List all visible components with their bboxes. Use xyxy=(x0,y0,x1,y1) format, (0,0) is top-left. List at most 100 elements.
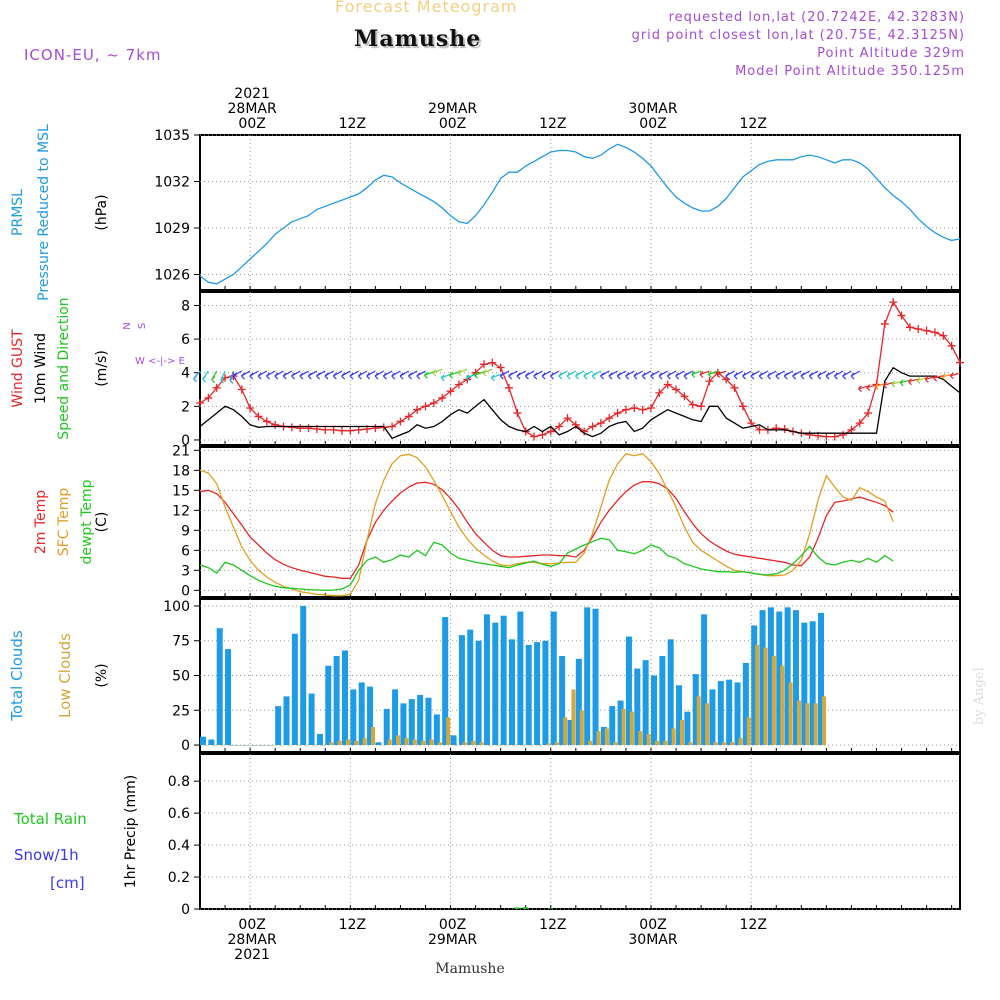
total-cloud-bar xyxy=(383,708,390,746)
temperature-y-tick-label: 18 xyxy=(172,463,190,479)
gust-marker xyxy=(822,432,831,441)
total-cloud-bar xyxy=(392,689,399,746)
low-cloud-bar xyxy=(245,745,250,746)
low-cloud-bar xyxy=(521,745,526,746)
pressure-y-tick-label: 1032 xyxy=(154,175,190,191)
wind-arrow-head xyxy=(707,371,712,378)
wind-direction-arrow xyxy=(449,371,460,376)
low-cloud-bar xyxy=(613,742,618,746)
pressure-y-tick-label: 1026 xyxy=(154,268,190,284)
total-cloud-bar xyxy=(308,693,315,746)
total-cloud-bar xyxy=(667,639,674,746)
wind-arrow-head xyxy=(866,384,871,391)
wind-arrow-head xyxy=(949,372,954,380)
wind-arrow-head xyxy=(633,372,638,380)
total-cloud-bar xyxy=(467,629,474,746)
wind-y-tick-label: 0 xyxy=(181,433,190,449)
wind-arrow-head xyxy=(591,372,596,380)
total-cloud-bar xyxy=(776,611,783,746)
location-title: Mamushe xyxy=(354,26,482,52)
wind-arrow-head xyxy=(332,372,337,380)
top-time-label: 00Z xyxy=(639,116,666,132)
gust-marker xyxy=(864,409,873,418)
total-cloud-bar xyxy=(734,682,741,746)
top-time-label: 29MAR xyxy=(428,101,477,117)
gust-marker xyxy=(588,422,597,431)
requested-coords: requested lon,lat (20.7242E, 42.3283N) xyxy=(668,10,965,25)
gust-marker xyxy=(663,380,672,389)
low-cloud-bar xyxy=(654,740,659,746)
total-cloud-bar xyxy=(225,649,232,746)
wind-direction-arrow xyxy=(457,368,468,374)
gust-marker xyxy=(271,420,280,429)
total-cloud-bar xyxy=(233,745,240,746)
gust-marker xyxy=(454,380,463,389)
low-cloud-bar xyxy=(629,711,634,746)
wind-arrow-head xyxy=(924,375,929,383)
total-cloud-bar xyxy=(584,607,591,746)
gust-marker xyxy=(780,425,789,434)
wind-arrow-head xyxy=(666,372,671,380)
low-cloud-bar xyxy=(680,720,685,746)
wind-arrow-head xyxy=(229,376,234,384)
wind-direction-arrow xyxy=(432,368,443,374)
gust-marker xyxy=(354,425,363,434)
low-cloud-bar xyxy=(696,696,701,746)
wind-arrow-head xyxy=(374,372,379,380)
pressure-y-tick-label: 1035 xyxy=(154,128,190,144)
total-cloud-bar xyxy=(676,685,683,746)
low-cloud-bar xyxy=(371,726,376,746)
total-cloud-bar xyxy=(559,656,566,746)
wind-arrow-head xyxy=(457,369,462,377)
total-cloud-bar xyxy=(542,640,549,746)
wind-arrow-head xyxy=(800,372,805,380)
wind-direction-arrow xyxy=(474,371,485,376)
precip-y-tick-label: 0.6 xyxy=(168,806,190,822)
wind-arrow-head xyxy=(641,372,646,380)
series-line-sfc-temp xyxy=(199,452,894,597)
total-cloud-bar xyxy=(742,662,749,746)
total-cloud-bar xyxy=(300,605,307,746)
low-cloud-bar xyxy=(571,689,576,746)
gust-marker xyxy=(630,404,639,413)
wind-direction-arrow xyxy=(908,378,919,383)
clouds-y-tick-label: 0 xyxy=(181,738,190,754)
gust-marker xyxy=(262,417,271,426)
wind-arrow-head xyxy=(391,372,396,380)
low-cloud-bar xyxy=(446,717,451,746)
total-cloud-bar xyxy=(751,625,758,746)
low-cloud-bar xyxy=(746,717,751,746)
total-cloud-bar xyxy=(283,696,290,746)
low-cloud-bar xyxy=(462,742,467,746)
low-cloud-bar xyxy=(362,738,367,746)
wind-direction-arrow xyxy=(691,370,702,376)
bottom-time-label: 29MAR xyxy=(428,932,477,948)
total-cloud-bar xyxy=(818,612,825,746)
total-cloud-bar xyxy=(291,633,298,746)
clouds-title-line: Low Clouds xyxy=(56,633,74,718)
total-cloud-bar xyxy=(325,665,332,746)
wind-arrow-head xyxy=(482,369,487,377)
compass-axis-label: W <-|-> E xyxy=(135,356,185,367)
low-cloud-bar xyxy=(788,682,793,746)
top-time-label: 2021 xyxy=(234,86,270,102)
wind-frame xyxy=(199,291,961,446)
rain-bar xyxy=(547,908,553,909)
wind-direction-arrow xyxy=(900,379,911,384)
wind-direction-arrow xyxy=(916,377,927,382)
wind-arrow-head xyxy=(833,372,838,380)
total-cloud-bar xyxy=(717,681,724,746)
total-cloud-bar xyxy=(784,607,791,746)
point-altitude: Point Altitude 329m xyxy=(817,46,965,61)
gust-marker xyxy=(237,385,246,394)
pressure-frame xyxy=(199,134,961,291)
wind-arrow-head xyxy=(742,372,746,380)
precip-y-tick-label: 0.2 xyxy=(168,870,190,886)
low-cloud-bar xyxy=(688,742,693,746)
total-cloud-bar xyxy=(258,745,265,746)
wind-arrow-head xyxy=(383,372,387,380)
wind-arrow-head xyxy=(775,372,780,380)
total-cloud-bar xyxy=(316,733,323,746)
wind-arrow-head xyxy=(440,374,445,382)
wind-arrow-head xyxy=(750,372,755,380)
